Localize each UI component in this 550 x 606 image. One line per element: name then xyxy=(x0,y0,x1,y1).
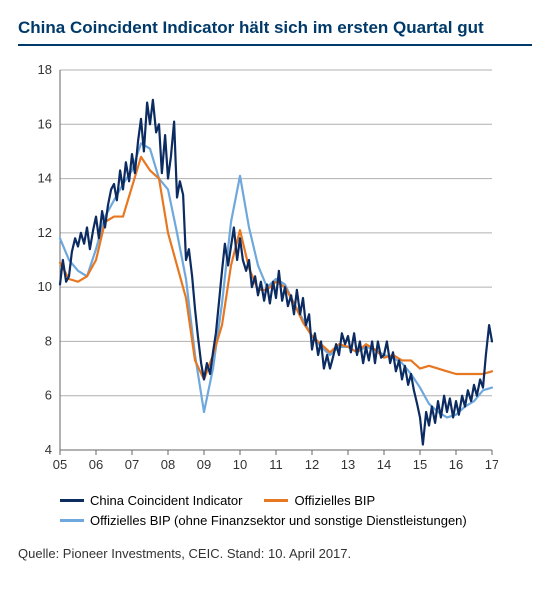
svg-text:12: 12 xyxy=(38,225,52,240)
svg-text:06: 06 xyxy=(89,457,103,472)
svg-text:8: 8 xyxy=(45,333,52,348)
legend-swatch-coincident xyxy=(60,499,84,502)
svg-text:09: 09 xyxy=(197,457,211,472)
svg-text:17: 17 xyxy=(485,457,498,472)
chart-source: Quelle: Pioneer Investments, CEIC. Stand… xyxy=(18,546,532,561)
title-divider xyxy=(18,44,532,46)
legend-label: China Coincident Indicator xyxy=(90,491,242,511)
legend-swatch-gdp-ex xyxy=(60,519,84,522)
svg-text:4: 4 xyxy=(45,442,52,457)
svg-text:18: 18 xyxy=(38,62,52,77)
svg-text:6: 6 xyxy=(45,388,52,403)
svg-text:13: 13 xyxy=(341,457,355,472)
svg-text:16: 16 xyxy=(449,457,463,472)
chart-area: 4 6 8 10 12 14 16 18 05 06 07 08 09 10 11 12 13 14 15 16 17 xyxy=(18,60,532,485)
legend-label: Offizielles BIP xyxy=(294,491,375,511)
legend-item-gdp: Offizielles BIP xyxy=(264,491,375,511)
legend-item-gdp-ex: Offizielles BIP (ohne Finanzsektor und s… xyxy=(60,511,467,531)
svg-text:14: 14 xyxy=(38,171,52,186)
legend-item-coincident: China Coincident Indicator xyxy=(60,491,242,511)
legend-label: Offizielles BIP (ohne Finanzsektor und s… xyxy=(90,511,467,531)
svg-text:07: 07 xyxy=(125,457,139,472)
svg-text:15: 15 xyxy=(413,457,427,472)
chart-title: China Coincident Indicator hält sich im … xyxy=(18,18,532,38)
svg-text:12: 12 xyxy=(305,457,319,472)
line-chart-svg: 4 6 8 10 12 14 16 18 05 06 07 08 09 10 11 12 13 14 15 16 17 xyxy=(18,60,498,480)
svg-text:10: 10 xyxy=(38,279,52,294)
legend-swatch-gdp xyxy=(264,499,288,502)
svg-text:14: 14 xyxy=(377,457,391,472)
chart-legend: China Coincident Indicator Offizielles B… xyxy=(18,491,532,530)
svg-text:16: 16 xyxy=(38,116,52,131)
svg-text:10: 10 xyxy=(233,457,247,472)
svg-text:11: 11 xyxy=(269,457,283,472)
svg-text:08: 08 xyxy=(161,457,175,472)
svg-text:05: 05 xyxy=(53,457,67,472)
